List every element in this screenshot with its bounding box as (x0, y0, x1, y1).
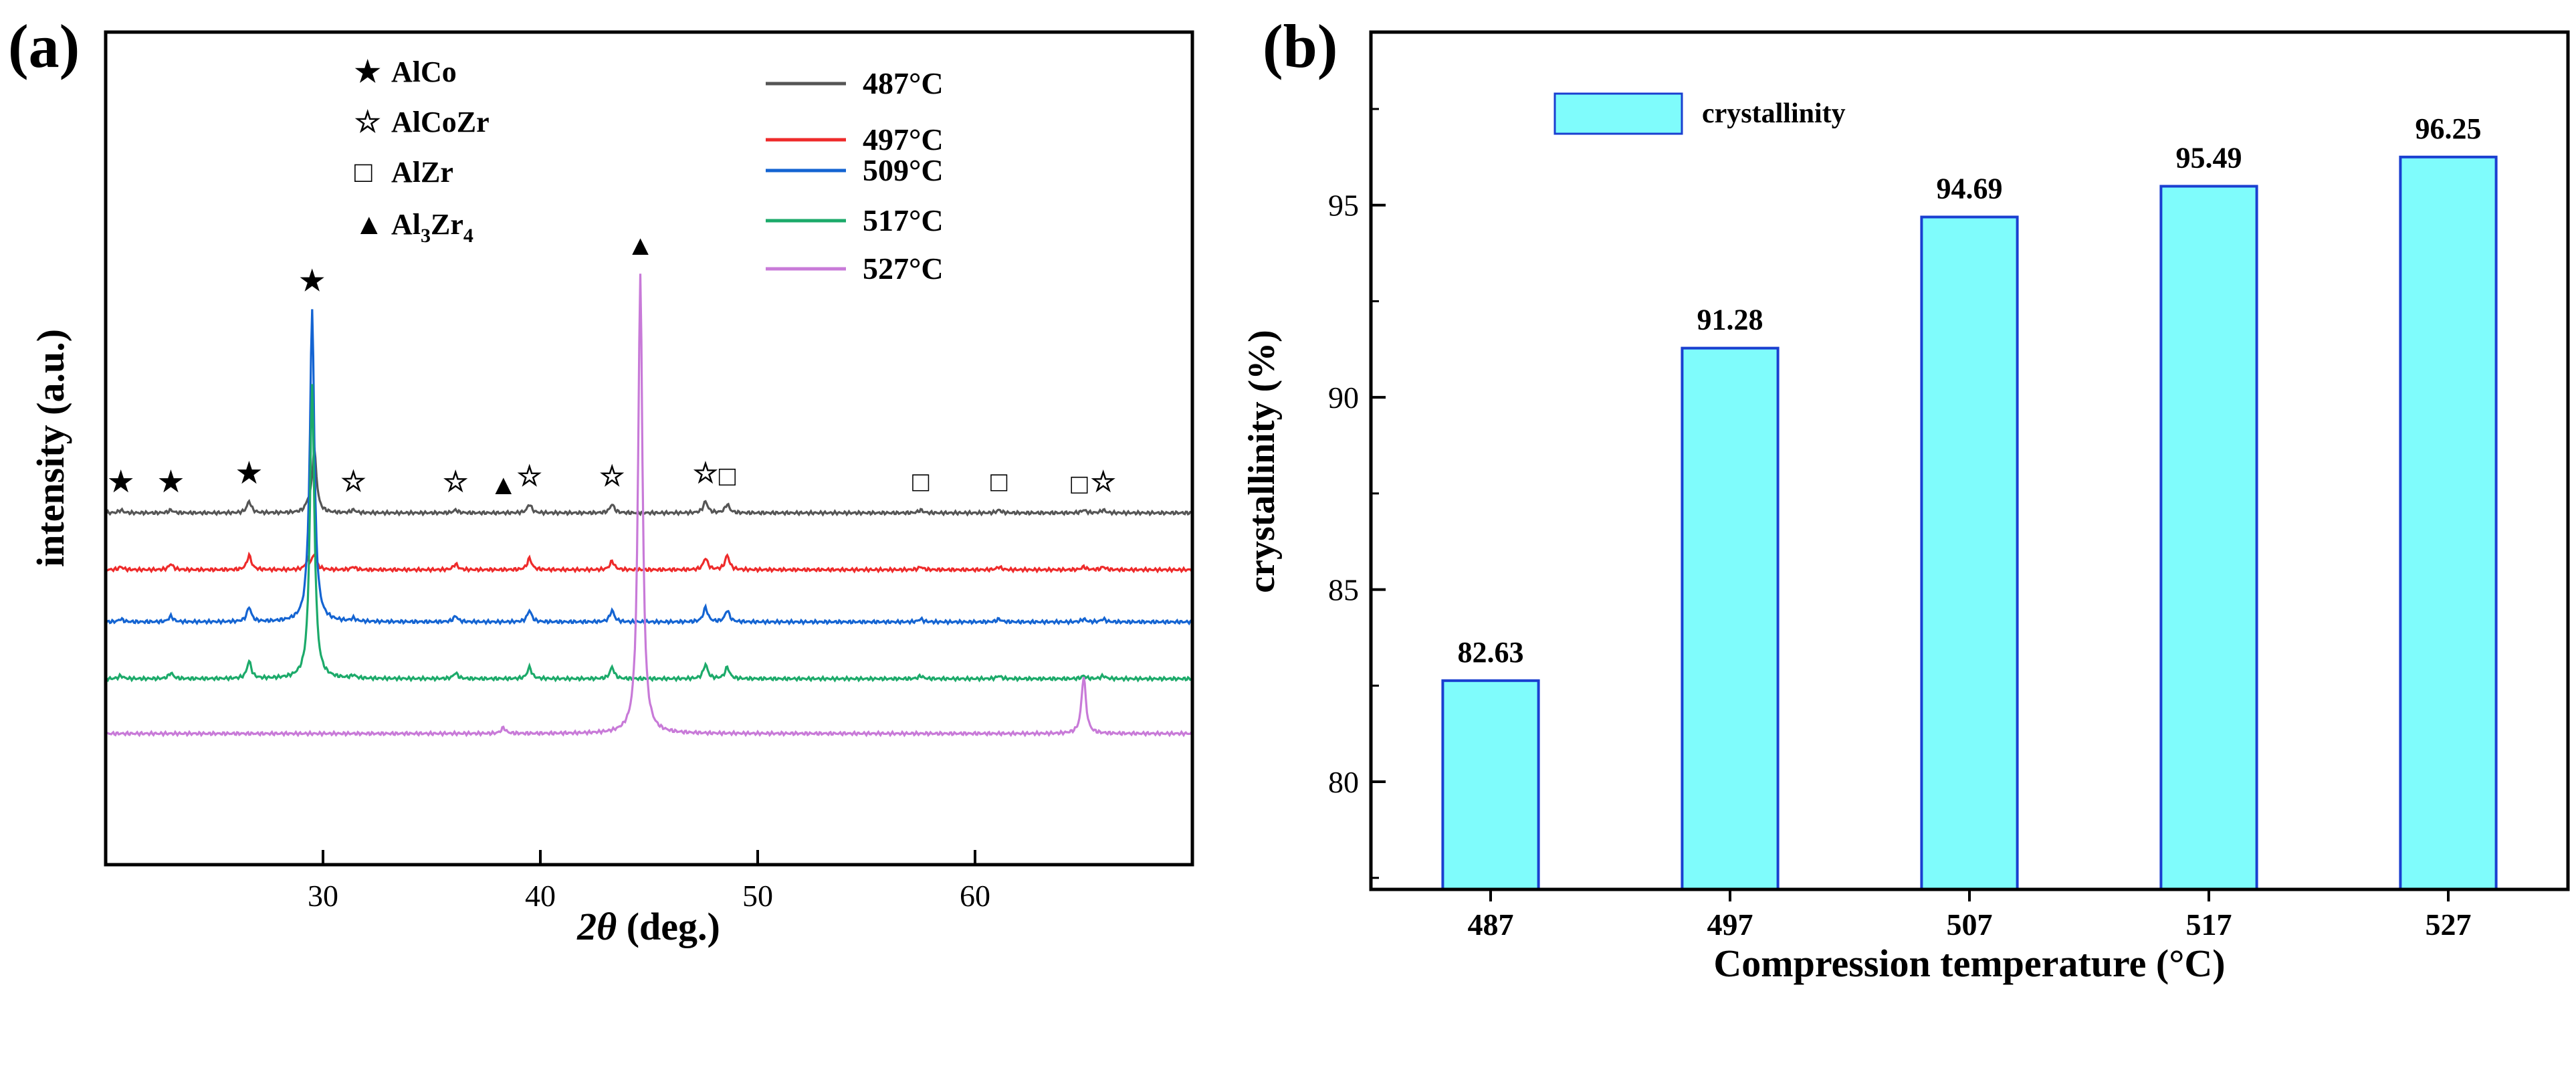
legend-label-527: 527°C (863, 251, 944, 286)
bar-517 (2159, 185, 2258, 891)
peak-marker-8: ☆ (599, 461, 625, 492)
phase-legend: ★ AlCo ☆ AlCoZr □ AlZr ▲ Al3Zr4 (354, 56, 490, 247)
phase-legend-symbol-0: ★ (354, 56, 381, 88)
phase-legend-symbol-3: ▲ (354, 208, 384, 241)
panel-a-x-axis-label: 2θ (deg.) (576, 905, 720, 948)
phase-legend-name-1: AlCoZr (391, 106, 490, 138)
x-tick-label-497: 497 (1707, 907, 1753, 942)
phase-legend-name-2: AlZr (391, 156, 453, 189)
panel-a-y-axis-label: intensity (a.u.) (29, 329, 72, 567)
peak-marker-9: ▲ (627, 231, 655, 261)
y-tick-label-95: 95 (1328, 189, 1359, 223)
panel-b-x-axis-label: Compression temperature (°C) (1713, 942, 2225, 985)
x-tick-label-60: 60 (960, 879, 990, 913)
peak-annotations: ★ ★ ★★☆ ☆ ▲ ☆ ☆▲☆ □ □ □ □ ☆ (108, 231, 1116, 501)
panel-a-x-ticks: 30 40 50 60 (308, 850, 990, 913)
legend-swatch-crystallinity (1553, 92, 1683, 135)
bar-value-label-527: 96.25 (2416, 112, 2482, 145)
panel-b: (b) 82.63 91.28 94.69 95.49 96.25 487 497 507 5… (1241, 12, 2570, 985)
peak-marker-13: □ (990, 467, 1008, 498)
x-tick-label-507: 507 (1947, 907, 1993, 942)
x-tick-label-517: 517 (2186, 907, 2232, 942)
bar-527 (2399, 155, 2498, 891)
legend-label-497: 497°C (863, 122, 944, 156)
phase-legend-name-3: Al3Zr4 (391, 208, 473, 247)
peak-marker-2: ★ (237, 459, 262, 490)
x-tick-label-487: 487 (1468, 907, 1514, 942)
peak-marker-12: □ (912, 467, 930, 498)
peak-marker-1: ★ (158, 467, 184, 498)
peak-marker-10: ☆ (693, 459, 718, 490)
series-legend: 487°C 497°C 509°C 517°C 527°C (766, 66, 944, 286)
bar-value-label-487: 82.63 (1458, 636, 1524, 669)
al3zr4-part-zr: Zr (431, 208, 463, 241)
al3zr4-sub-3: 3 (421, 225, 431, 247)
panel-a: (a) ★ ★ ★★☆ ☆ ▲ ☆ ☆▲☆ □ □ □ □ ☆ 30 40 50 60 intensity … (8, 12, 1194, 948)
xrd-trace-509C (105, 309, 1194, 626)
legend-label-509: 509°C (863, 153, 944, 187)
xrd-trace-517C (104, 384, 1193, 683)
peak-marker-0: ★ (108, 467, 134, 498)
xrd-trace-497C (104, 551, 1193, 574)
peak-marker-4: ☆ (341, 467, 366, 498)
bar-value-label-507: 94.69 (1937, 173, 2003, 205)
panel-b-ticks: 487 497 507 517 527 80 85 90 95 (1328, 108, 2472, 942)
al3zr4-sub-4: 4 (463, 225, 473, 247)
phase-legend-name-0: AlCo (391, 56, 457, 88)
peak-marker-3: ★ (300, 266, 325, 297)
bar-legend: crystallinity (1553, 92, 1846, 135)
legend-label-crystallinity: crystallinity (1702, 98, 1846, 129)
y-tick-label-80: 80 (1328, 765, 1359, 799)
panel-a-axes-frame (104, 30, 1194, 867)
bar-487 (1441, 679, 1540, 891)
peak-marker-7: ☆ (517, 461, 542, 492)
panel-a-label: (a) (8, 12, 80, 80)
panel-b-y-axis-label: crystallinity (%) (1241, 330, 1283, 592)
x-tick-label-30: 30 (308, 879, 338, 913)
x-axis-label-italic: 2θ (576, 905, 617, 948)
bar-value-label-497: 91.28 (1697, 304, 1763, 336)
x-tick-label-50: 50 (742, 879, 773, 913)
x-tick-label-527: 527 (2426, 907, 2472, 942)
y-tick-label-85: 85 (1328, 573, 1359, 607)
y-tick-label-90: 90 (1328, 381, 1359, 415)
bars (1441, 155, 2498, 891)
legend-label-517: 517°C (863, 203, 944, 237)
bar-value-label-517: 95.49 (2176, 142, 2242, 175)
legend-label-487: 487°C (863, 66, 944, 100)
peak-marker-15: ☆ (1091, 467, 1116, 498)
xrd-trace-527C (104, 274, 1193, 738)
al3zr4-part-al: Al (391, 208, 421, 241)
xrd-trace-487C (104, 447, 1193, 517)
xrd-traces (104, 274, 1194, 738)
peak-marker-14: □ (1071, 469, 1088, 500)
panel-b-label: (b) (1263, 12, 1337, 80)
bar-value-labels: 82.63 91.28 94.69 95.49 96.25 (1458, 112, 2482, 669)
x-tick-label-40: 40 (525, 879, 556, 913)
phase-legend-symbol-1: ☆ (354, 106, 381, 138)
peak-marker-6: ▲ (490, 470, 518, 501)
bar-497 (1681, 346, 1780, 891)
x-axis-label-unit: (deg.) (617, 905, 720, 948)
peak-marker-11: □ (719, 461, 736, 492)
phase-legend-symbol-2: □ (354, 156, 372, 189)
peak-marker-5: ☆ (443, 467, 468, 498)
bar-507 (1920, 215, 2019, 891)
